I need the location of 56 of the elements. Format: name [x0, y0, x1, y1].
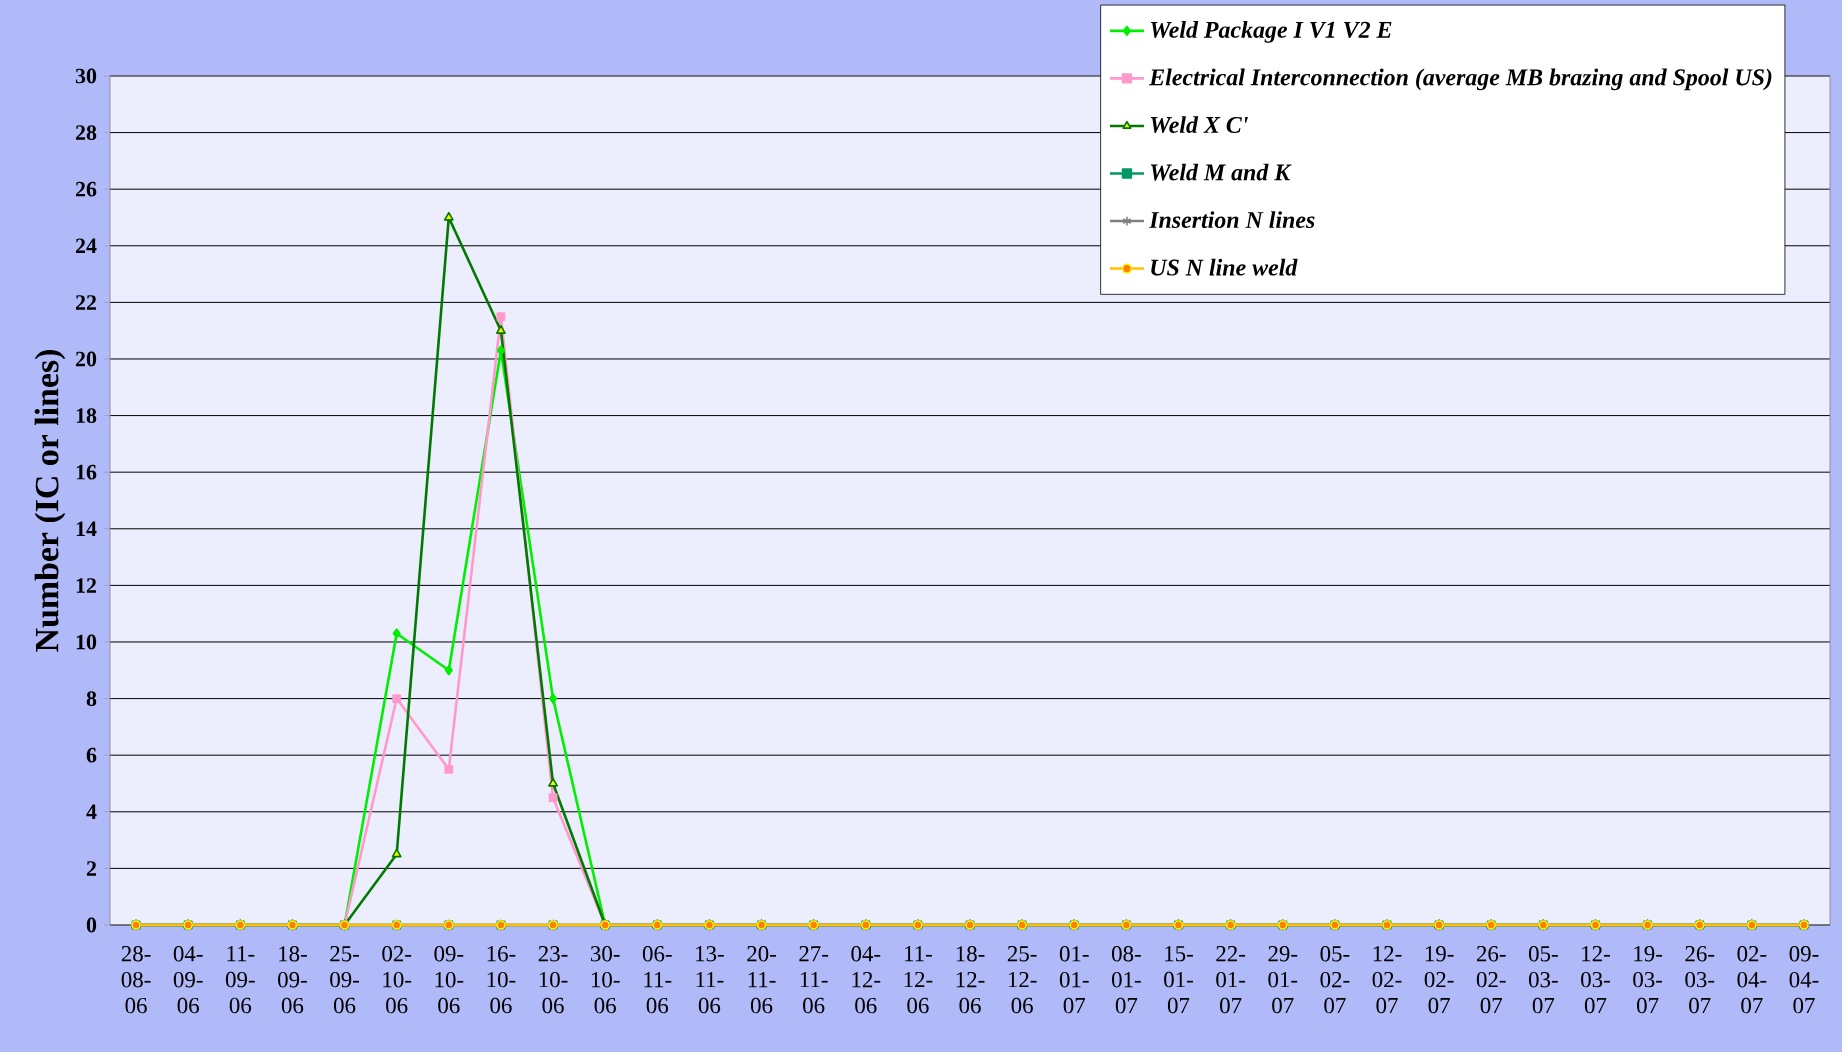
x-tick-label: 09-04-07	[1789, 946, 1819, 1014]
x-tick-label: 25-09-06	[330, 946, 360, 1014]
x-tick-label: 25-12-06	[1007, 946, 1037, 1014]
x-tick-label: 11-09-06	[225, 946, 255, 1014]
x-tick-label: 05-02-07	[1320, 946, 1350, 1014]
y-tick-label: 4	[86, 804, 97, 819]
x-tick-label: 06-11-06	[642, 946, 672, 1014]
x-tick-label: 19-02-07	[1424, 946, 1454, 1014]
x-tick-label: 11-12-06	[904, 946, 933, 1014]
x-tick-label: 13-11-06	[696, 946, 724, 1014]
x-tick-label: 18-09-06	[278, 946, 307, 1014]
x-tick-label: 30-10-06	[590, 946, 620, 1014]
x-tick-label: 16-10-06	[487, 946, 516, 1014]
y-tick-label: 30	[75, 68, 97, 84]
y-tick-label: 26	[75, 181, 97, 197]
x-tick-label: 28-08-06	[121, 946, 151, 1014]
y-tick-label: 6	[86, 747, 97, 763]
x-tick-label: 12-03-07	[1581, 946, 1610, 1014]
x-tick-label: 02-04-07	[1737, 946, 1767, 1014]
x-tick-label: 23-10-06	[538, 946, 568, 1014]
y-tick-label: 8	[86, 691, 97, 706]
x-tick-label: 22-01-07	[1216, 946, 1246, 1014]
y-tick-label: 2	[86, 861, 97, 876]
x-tick-label: 05-03-07	[1528, 946, 1558, 1014]
x-tick-label: 01-01-07	[1059, 946, 1089, 1014]
x-tick-label: 12-02-07	[1372, 946, 1402, 1014]
x-tick-label: 04-12-06	[851, 946, 881, 1014]
y-tick-label: 0	[86, 917, 97, 933]
legend-label: Weld Package I V1 V2 E	[1150, 21, 1392, 43]
y-tick-label: 18	[76, 408, 97, 423]
y-tick-label: 24	[75, 238, 97, 254]
x-tick-label: 09-10-06	[434, 946, 464, 1014]
y-tick-label: 10	[76, 634, 97, 650]
y-tick-label: 12	[76, 578, 97, 593]
legend-label: Weld M and K	[1150, 163, 1292, 181]
y-axis-title: Number (IC or lines)	[34, 350, 66, 652]
x-tick-label: 15-01-07	[1164, 946, 1193, 1014]
y-tick-label: 20	[75, 351, 97, 367]
legend-label: US N line weld	[1151, 258, 1298, 276]
legend-label: Weld X C'	[1150, 116, 1248, 134]
x-tick-label: 26-03-07	[1685, 946, 1715, 1014]
y-tick-label: 22	[75, 295, 97, 310]
legend-label: Insertion N lines	[1149, 211, 1315, 229]
y-tick-label: 28	[75, 125, 97, 140]
x-tick-label: 26-02-07	[1476, 946, 1506, 1014]
y-tick-label: 14	[76, 521, 97, 537]
y-tick-label: 16	[76, 464, 97, 480]
x-tick-label: 08-01-07	[1111, 946, 1141, 1014]
x-tick-label: 27-11-06	[799, 946, 829, 1014]
x-tick-label: 29-01-07	[1268, 946, 1298, 1014]
x-tick-label: 04-09-06	[173, 946, 203, 1014]
x-tick-label: 18-12-06	[956, 946, 985, 1014]
x-tick-label: 19-03-07	[1633, 946, 1663, 1014]
legend-label: Electrical Interconnection (average MB brazing and Spool US)	[1149, 68, 1772, 91]
x-tick-label: 02-10-06	[382, 946, 412, 1014]
x-tick-label: 20-11-06	[747, 946, 776, 1014]
